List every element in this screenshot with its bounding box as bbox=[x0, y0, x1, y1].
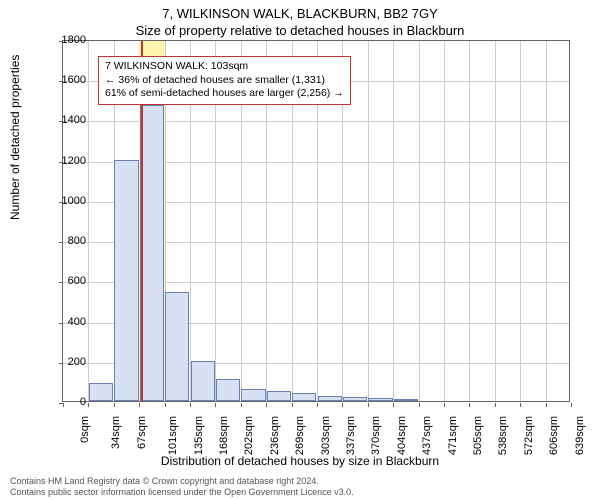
histogram-bar bbox=[267, 391, 291, 401]
xtick-label: 135sqm bbox=[193, 416, 205, 455]
xtick-label: 101sqm bbox=[167, 416, 179, 455]
xtick-label: 67sqm bbox=[136, 416, 148, 449]
xtick-mark bbox=[63, 403, 64, 407]
xtick-label: 606sqm bbox=[548, 416, 560, 455]
xtick-mark bbox=[520, 403, 521, 407]
histogram-bar bbox=[318, 396, 342, 401]
ytick-label: 800 bbox=[68, 235, 86, 247]
y-axis-label: Number of detached properties bbox=[8, 55, 22, 220]
chart-container: 7, WILKINSON WALK, BLACKBURN, BB2 7GY Si… bbox=[0, 0, 600, 500]
xtick-mark bbox=[444, 403, 445, 407]
histogram-bar bbox=[216, 379, 240, 401]
x-axis-label: Distribution of detached houses by size … bbox=[0, 454, 600, 468]
xtick-mark bbox=[393, 403, 394, 407]
ytick-mark bbox=[59, 363, 63, 364]
xtick-mark bbox=[266, 403, 267, 407]
gridline-v bbox=[368, 41, 369, 401]
histogram-bar bbox=[368, 398, 392, 401]
ytick-label: 400 bbox=[68, 316, 86, 328]
xtick-label: 303sqm bbox=[320, 416, 332, 455]
gridline-v bbox=[495, 41, 496, 401]
chart-title-main: 7, WILKINSON WALK, BLACKBURN, BB2 7GY bbox=[0, 0, 600, 21]
histogram-bar bbox=[343, 397, 367, 401]
xtick-label: 168sqm bbox=[218, 416, 230, 455]
ytick-label: 200 bbox=[68, 356, 86, 368]
footer-attribution: Contains HM Land Registry data © Crown c… bbox=[10, 476, 354, 498]
xtick-mark bbox=[88, 403, 89, 407]
xtick-label: 0sqm bbox=[79, 416, 91, 443]
footer-line-1: Contains HM Land Registry data © Crown c… bbox=[10, 476, 354, 487]
xtick-label: 202sqm bbox=[244, 416, 256, 455]
ytick-label: 1200 bbox=[62, 155, 86, 167]
xtick-mark bbox=[292, 403, 293, 407]
xtick-mark bbox=[419, 403, 420, 407]
ytick-label: 0 bbox=[80, 396, 86, 408]
xtick-mark bbox=[190, 403, 191, 407]
xtick-label: 269sqm bbox=[294, 416, 306, 455]
xtick-label: 538sqm bbox=[498, 416, 510, 455]
xtick-label: 370sqm bbox=[371, 416, 383, 455]
xtick-mark bbox=[241, 403, 242, 407]
annotation-line-3: 61% of semi-detached houses are larger (… bbox=[105, 87, 344, 101]
ytick-label: 1600 bbox=[62, 74, 86, 86]
ytick-mark bbox=[59, 242, 63, 243]
gridline-v bbox=[469, 41, 470, 401]
gridline-v bbox=[546, 41, 547, 401]
ytick-mark bbox=[59, 323, 63, 324]
histogram-bar bbox=[114, 160, 138, 401]
histogram-bar bbox=[292, 393, 316, 401]
xtick-label: 34sqm bbox=[110, 416, 122, 449]
histogram-bar bbox=[241, 389, 265, 401]
ytick-label: 1800 bbox=[62, 34, 86, 46]
annotation-line-1: 7 WILKINSON WALK: 103sqm bbox=[105, 60, 344, 74]
xtick-mark bbox=[571, 403, 572, 407]
histogram-bar bbox=[191, 361, 215, 401]
xtick-label: 471sqm bbox=[447, 416, 459, 455]
gridline-v bbox=[520, 41, 521, 401]
xtick-mark bbox=[215, 403, 216, 407]
xtick-mark bbox=[317, 403, 318, 407]
xtick-mark bbox=[342, 403, 343, 407]
xtick-mark bbox=[165, 403, 166, 407]
xtick-label: 337sqm bbox=[345, 416, 357, 455]
xtick-label: 505sqm bbox=[472, 416, 484, 455]
xtick-label: 404sqm bbox=[396, 416, 408, 455]
gridline-v bbox=[393, 41, 394, 401]
chart-area: 7 WILKINSON WALK: 103sqm ← 36% of detach… bbox=[62, 40, 570, 402]
ytick-mark bbox=[59, 282, 63, 283]
gridline-v bbox=[419, 41, 420, 401]
footer-line-2: Contains public sector information licen… bbox=[10, 487, 354, 498]
xtick-label: 639sqm bbox=[574, 416, 586, 455]
histogram-bar bbox=[140, 105, 164, 401]
xtick-mark bbox=[495, 403, 496, 407]
xtick-mark bbox=[114, 403, 115, 407]
histogram-bar bbox=[165, 292, 189, 401]
ytick-label: 600 bbox=[68, 275, 86, 287]
ytick-label: 1400 bbox=[62, 114, 86, 126]
xtick-label: 572sqm bbox=[523, 416, 535, 455]
ytick-label: 1000 bbox=[62, 195, 86, 207]
xtick-mark bbox=[469, 403, 470, 407]
histogram-bar bbox=[394, 399, 418, 401]
xtick-mark bbox=[139, 403, 140, 407]
xtick-mark bbox=[368, 403, 369, 407]
gridline-v bbox=[88, 41, 89, 401]
xtick-label: 437sqm bbox=[421, 416, 433, 455]
annotation-line-2: ← 36% of detached houses are smaller (1,… bbox=[105, 74, 344, 88]
annotation-box: 7 WILKINSON WALK: 103sqm ← 36% of detach… bbox=[98, 56, 351, 105]
gridline-v bbox=[444, 41, 445, 401]
xtick-mark bbox=[546, 403, 547, 407]
histogram-bar bbox=[89, 383, 113, 401]
xtick-label: 236sqm bbox=[269, 416, 281, 455]
chart-title-sub: Size of property relative to detached ho… bbox=[0, 21, 600, 38]
